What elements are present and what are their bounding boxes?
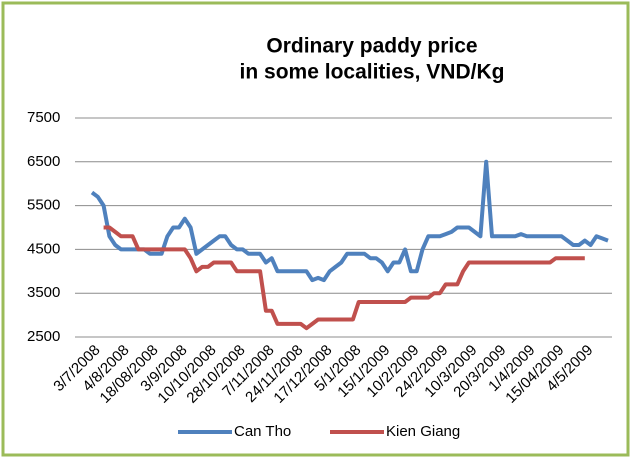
chart-title: Ordinary paddy price [266, 35, 477, 58]
y-tick-label: 2500 [27, 328, 60, 345]
legend-label: Can Tho [234, 423, 291, 440]
series-line [103, 225, 585, 331]
y-tick-label: 3500 [27, 284, 60, 301]
y-tick-label: 5500 [27, 197, 60, 214]
y-tick-label: 7500 [27, 109, 60, 126]
series-line [90, 159, 609, 283]
y-tick-label: 4500 [27, 240, 60, 257]
y-tick-label: 6500 [27, 153, 60, 170]
chart-title: in some localities, VND/Kg [240, 61, 505, 84]
legend-label: Kien Giang [386, 423, 460, 440]
